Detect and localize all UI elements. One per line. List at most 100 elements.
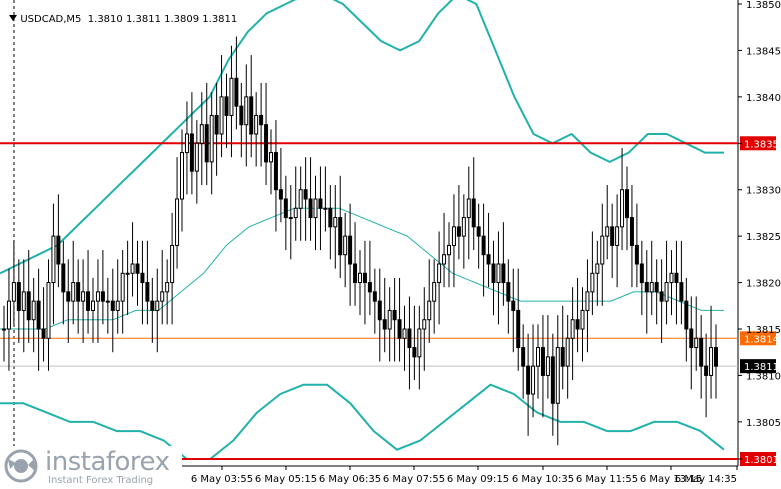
candle-body xyxy=(427,300,432,321)
candle-body xyxy=(46,282,51,339)
candle-body xyxy=(555,347,560,404)
candle-body xyxy=(293,207,298,219)
price-tick-label: 1.3810 xyxy=(746,371,781,382)
candle-body xyxy=(140,272,145,284)
candle-body xyxy=(219,96,224,135)
candle-body xyxy=(91,300,95,311)
candle-body xyxy=(115,300,120,311)
candle-body xyxy=(605,226,610,237)
candle-body xyxy=(165,282,170,293)
candle-body xyxy=(625,189,629,219)
candle-body xyxy=(496,263,501,284)
price-tick-label: 1.3820 xyxy=(746,279,781,290)
candle-body xyxy=(580,309,585,330)
candle-body xyxy=(437,263,442,284)
logo-name: instaforex xyxy=(45,447,170,477)
candle-body xyxy=(239,105,244,126)
candle-body xyxy=(71,282,76,302)
candle-body xyxy=(526,365,531,395)
candle-body xyxy=(269,152,273,163)
price-level-badge xyxy=(740,452,776,466)
candle-body xyxy=(362,272,367,284)
candle-body xyxy=(654,282,659,293)
candle-body xyxy=(402,328,407,339)
candle-body xyxy=(565,337,570,367)
candle-body xyxy=(521,347,526,367)
price-tick-label: 1.3830 xyxy=(746,186,781,197)
candle-body xyxy=(278,189,283,200)
candle-body xyxy=(224,96,229,116)
candle-body xyxy=(471,198,476,228)
price-level-badge xyxy=(740,136,776,151)
candle-body xyxy=(590,272,595,293)
candle-body xyxy=(639,263,644,284)
candle-body xyxy=(81,291,86,302)
candle-body xyxy=(486,254,491,265)
candle-body xyxy=(86,291,91,311)
candle-body xyxy=(442,254,447,265)
candle-body xyxy=(585,291,590,311)
candle-body xyxy=(481,235,486,256)
instaforex-logo: instaforex Instant Forex Trading xyxy=(0,446,182,486)
candlesticks xyxy=(2,36,718,446)
time-tick-label: 6 May 13:15 xyxy=(640,474,702,485)
candle-body xyxy=(110,300,115,311)
dropdown-triangle-icon[interactable] xyxy=(9,15,18,21)
middle-moving-average xyxy=(0,207,724,330)
candle-body xyxy=(476,226,481,237)
candle-body xyxy=(125,272,130,275)
candle-body xyxy=(145,282,150,302)
candle-body xyxy=(679,282,684,302)
candle-body xyxy=(303,189,308,200)
candle-body xyxy=(26,291,31,321)
price-tick-label: 1.3805 xyxy=(746,418,781,429)
candle-body xyxy=(21,291,26,311)
candle-body xyxy=(694,337,699,349)
candle-body xyxy=(387,309,392,330)
candle-body xyxy=(41,328,46,339)
candle-body xyxy=(432,282,437,302)
time-tick-label: 6 May 06:35 xyxy=(319,474,381,485)
candle-body xyxy=(501,263,506,284)
candle-body xyxy=(130,263,135,274)
price-tick-label: 1.3825 xyxy=(746,232,781,243)
candle-body xyxy=(466,198,471,219)
candle-body xyxy=(76,282,81,302)
time-tick-label: 6 May 10:35 xyxy=(512,474,574,485)
candle-body xyxy=(209,114,214,163)
candle-body xyxy=(451,226,456,246)
candle-body xyxy=(714,347,718,367)
candle-body xyxy=(634,244,639,265)
candle-body xyxy=(184,133,189,154)
lower-bollinger-band xyxy=(0,383,725,460)
candle-body xyxy=(377,300,382,321)
logo-tagline: Instant Forex Trading xyxy=(48,475,154,486)
time-tick-label: 6 May 07:55 xyxy=(383,474,445,485)
price-tick-label: 1.3815 xyxy=(746,325,781,336)
candle-body xyxy=(194,142,199,172)
candle-body xyxy=(704,365,709,376)
candle-body xyxy=(155,300,160,311)
time-tick-label: 6 May 05:15 xyxy=(255,474,317,485)
candle-body xyxy=(506,282,511,302)
candle-body xyxy=(313,198,318,219)
candle-body xyxy=(66,291,71,302)
candle-body xyxy=(348,235,353,265)
candle-body xyxy=(699,337,704,367)
candle-body xyxy=(343,235,348,256)
candle-body xyxy=(244,96,249,126)
candle-body xyxy=(669,272,674,284)
candle-body xyxy=(545,356,550,376)
candle-body xyxy=(456,226,461,237)
candle-body xyxy=(550,356,555,404)
candle-body xyxy=(259,114,264,126)
candle-body xyxy=(412,347,417,358)
candle-body xyxy=(95,291,100,302)
price-level-label: 1.3814 xyxy=(744,334,779,345)
candle-body xyxy=(180,152,184,200)
price-axis: 1.3850 1.3845 1.3840 1.3830 1.3825 1.3820 1.38… xyxy=(738,0,781,460)
horizontal-levels[interactable]: 1.3835 1.3814 1.3811 1.3801 xyxy=(0,136,779,466)
candle-body xyxy=(417,328,422,358)
candle-body xyxy=(560,347,565,367)
